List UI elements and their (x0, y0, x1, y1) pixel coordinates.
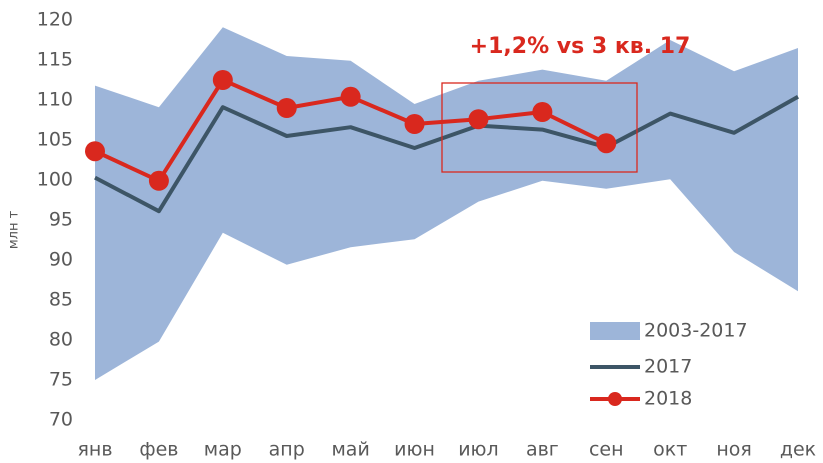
point (212, 70, 233, 90)
x-tick-label: сен (589, 439, 624, 461)
point (276, 98, 297, 118)
x-tick-label: май (331, 439, 369, 461)
legend-swatch (590, 322, 640, 340)
y-tick-label: 80 (49, 329, 73, 351)
x-tick-label: янв (77, 439, 112, 461)
y-tick-label: 100 (37, 169, 73, 191)
legend-label: 2018 (644, 388, 692, 410)
y-tick-label: 90 (49, 249, 73, 271)
y-tick-label: 70 (49, 409, 73, 431)
x-tick-label: дек (780, 439, 816, 461)
legend-label: 2017 (644, 356, 692, 378)
point (596, 133, 617, 154)
legend-marker (608, 392, 622, 406)
y-tick-label: 120 (37, 9, 73, 31)
y-tick-label: 85 (49, 289, 73, 311)
series-line (94, 95, 799, 214)
x-tick-label: окт (653, 439, 687, 461)
x-tick-label: авг (526, 439, 559, 461)
x-tick-label: ноя (716, 439, 751, 461)
point (404, 114, 425, 134)
y-tick-label: 115 (37, 49, 73, 71)
x-tick-label: июн (394, 439, 435, 461)
point (148, 170, 169, 191)
plot (85, 27, 799, 380)
legend-label: 2003-2017 (644, 320, 748, 342)
x-tick-label: мар (204, 439, 242, 461)
x-tick-label: июл (458, 439, 499, 461)
range-band (95, 27, 798, 380)
point (85, 141, 105, 162)
point (468, 109, 489, 130)
point (532, 102, 553, 122)
y-axis-label: млн т (7, 210, 22, 249)
point (340, 86, 361, 107)
x-tick-label: фев (139, 439, 178, 461)
y-tick-label: 110 (37, 89, 73, 111)
x-tick-label: апр (269, 439, 305, 461)
highlight-box (441, 82, 638, 173)
y-tick-label: 105 (37, 129, 73, 151)
annotation: +1,2% vs 3 кв. 17 (470, 34, 691, 59)
y-tick-label: 75 (49, 369, 73, 391)
y-tick-label: 95 (49, 209, 73, 231)
